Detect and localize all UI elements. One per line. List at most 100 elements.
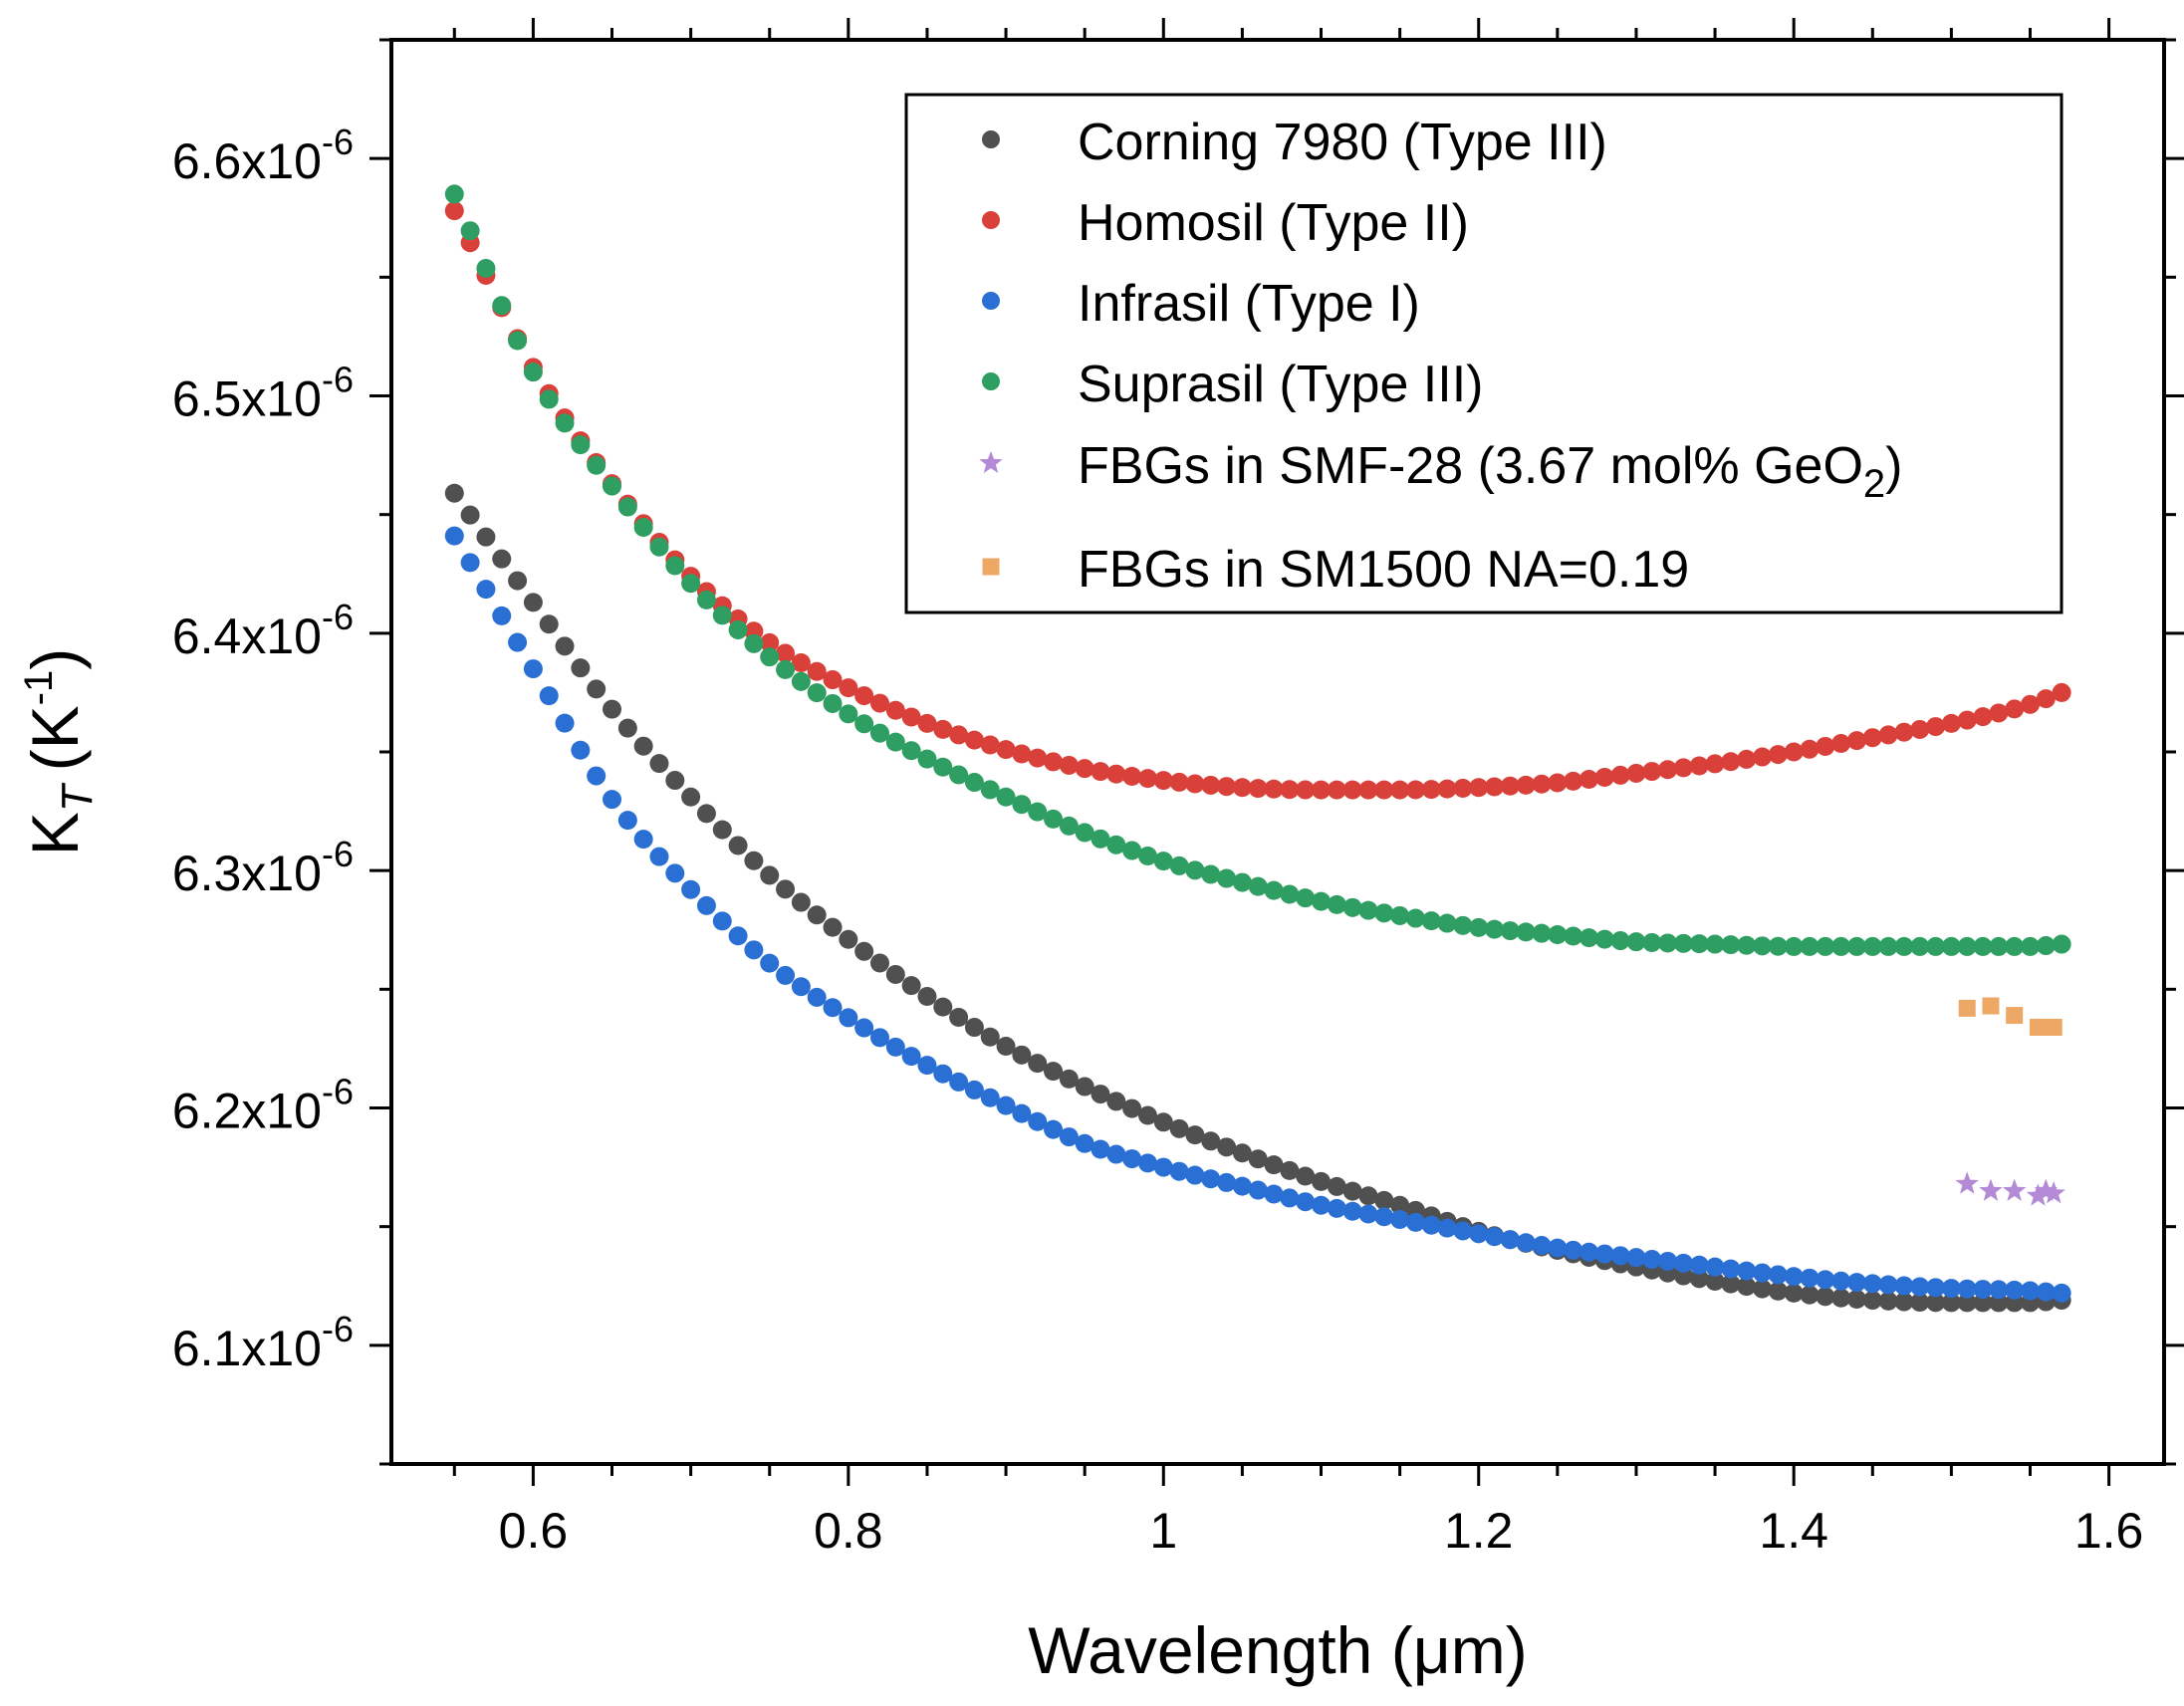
data-point [1564,926,1583,946]
data-point [2045,1018,2063,1036]
data-point [587,766,607,786]
data-point [1421,911,1441,931]
y-axis-title: KT (K-1) [17,648,102,855]
legend-box [904,93,2063,614]
legend-item-2: Homosil (Type II) [982,194,1469,252]
data-point [791,892,811,912]
data-point [1673,758,1693,778]
y-tick-label-mantissa: 6.3x10 [172,846,322,901]
data-point [712,606,732,625]
data-point [1232,778,1252,798]
data-point [1846,731,1866,751]
y-tick-label: 6.3x10-6 [172,834,354,901]
data-point [744,633,764,653]
data-point [1248,1149,1268,1169]
data-point [1816,1270,1835,1290]
data-point [649,847,669,866]
data-point [2021,936,2041,956]
data-point [617,718,637,738]
data-point [1784,742,1804,762]
data-point [1091,1139,1110,1159]
data-point [1878,725,1898,745]
data-point [901,976,921,996]
data-point [1264,880,1284,900]
data-point [1973,1280,1993,1300]
data-point [1958,999,1976,1017]
data-point [1642,932,1662,952]
data-point [1941,1293,1961,1313]
data-point [665,556,685,576]
data-point [1169,1161,1189,1181]
data-point [1358,1204,1378,1224]
data-point [523,593,543,612]
data-point [996,1096,1016,1115]
data-point [2026,1183,2051,1206]
data-point [964,1018,984,1038]
data-point [681,787,701,807]
data-point [617,497,637,517]
data-point [587,455,607,475]
data-point [1926,1293,1946,1313]
data-point [444,184,464,204]
legend-label: Suprasil (Type III) [1078,356,1483,413]
y-axis-title-sub: T [53,782,102,812]
legend-label-main: Suprasil (Type III) [1078,356,1483,413]
data-point [1469,1224,1489,1244]
y-tick-label: 6.5x10-6 [172,360,354,427]
data-point [2052,682,2071,702]
data-point [1028,1054,1048,1074]
data-point [2005,1280,2025,1300]
data-point [460,505,480,525]
data-point [1044,752,1064,772]
data-point [1185,774,1205,794]
legend-label-tail: ) [1885,437,1902,495]
legend-label: Infrasil (Type I) [1078,275,1420,333]
data-point [444,201,464,221]
data-point [1816,936,1835,956]
data-point [1721,935,1741,955]
data-point [2029,1018,2047,1036]
data-point [1548,1238,1568,1258]
data-point [1721,1274,1741,1294]
data-point [1137,846,1157,865]
data-point [1910,1293,1930,1313]
data-point [1784,1283,1804,1303]
data-point [523,659,543,679]
legend-item-6: FBGs in SM1500 NA=0.19 [982,541,1689,599]
data-point [1248,876,1268,896]
data-point [492,296,512,316]
data-point [603,476,622,496]
y-tick-label-mantissa: 6.2x10 [172,1084,322,1139]
data-point [633,736,653,756]
data-point [492,549,512,569]
data-point [571,740,591,760]
data-point [1342,780,1362,800]
data-point [885,1037,905,1057]
data-point [823,917,843,937]
data-point [1658,760,1678,780]
data-point [917,749,937,769]
data-point [555,636,575,656]
data-point [2021,1281,2041,1301]
data-point [980,1088,1000,1107]
series-4 [444,184,2071,956]
legend-item-1: Corning 7980 (Type III) [982,114,1607,171]
data-point [2042,1181,2065,1204]
data-point [964,1080,984,1099]
data-point [571,435,591,455]
data-point [1642,1250,1662,1270]
data-point [1926,717,1946,737]
data-point [1059,1127,1079,1147]
series-6 [1958,997,2063,1036]
data-point [1296,888,1316,908]
data-point [1548,773,1568,793]
data-point [1327,1176,1346,1196]
legend-label-main: Infrasil (Type I) [1078,275,1420,333]
data-point [823,693,843,713]
data-point [854,1018,874,1038]
data-point [1169,1118,1189,1138]
data-point [1044,1119,1064,1139]
x-tick-label: 0.6 [499,1503,569,1559]
data-point [1753,747,1773,767]
data-point [508,632,528,652]
